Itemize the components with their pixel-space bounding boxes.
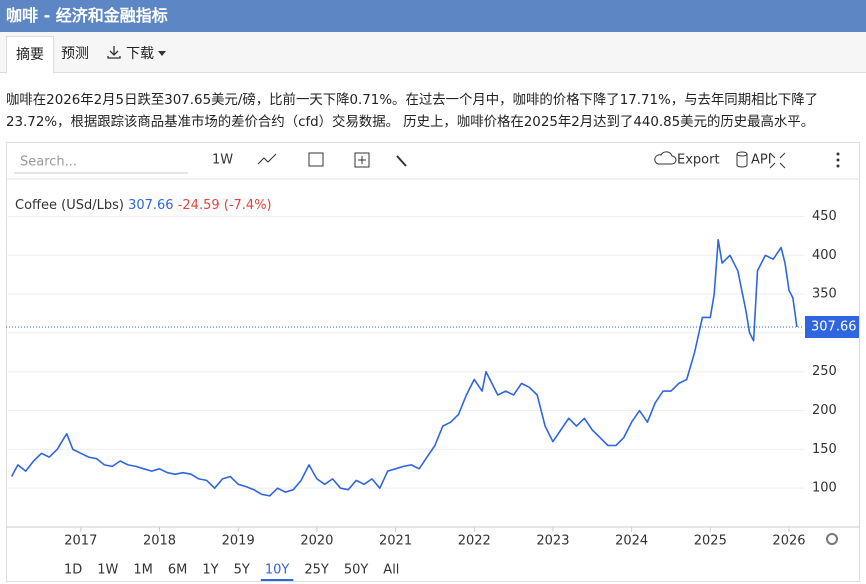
legend-label: Coffee (USd/Lbs)	[15, 198, 124, 213]
last-value-label: 307.66	[811, 319, 857, 334]
description: 咖啡在2026年2月5日跌至307.65美元/磅，比前一天下降0.71%。在过去…	[6, 93, 819, 130]
y-tick-label: 100	[812, 481, 837, 496]
export-button[interactable]: Export	[677, 153, 720, 168]
range-button[interactable]: 50Y	[344, 563, 369, 578]
legend: Coffee (USd/Lbs) 307.66 -24.59 (-7.4%)	[15, 198, 272, 213]
db-icon[interactable]	[736, 151, 748, 157]
range-button[interactable]: 5Y	[234, 563, 250, 578]
range-button[interactable]: 1D	[64, 563, 82, 578]
price-line	[10, 239, 798, 497]
y-tick-label: 250	[812, 364, 837, 379]
download-icon	[107, 46, 121, 59]
x-tick-label: 2019	[222, 534, 255, 549]
range-button[interactable]: 25Y	[304, 563, 329, 578]
x-tick-label: 2025	[694, 534, 727, 549]
x-tick-label: 2023	[536, 534, 569, 549]
y-tick-label: 450	[812, 209, 837, 224]
range-button[interactable]: 1M	[133, 563, 153, 578]
search-placeholder[interactable]: Search...	[20, 155, 77, 170]
line-type-icon[interactable]	[257, 153, 277, 165]
range-button[interactable]: 6M	[168, 563, 188, 578]
y-tick-label: 400	[812, 248, 837, 263]
menu-icon[interactable]	[836, 152, 840, 156]
y-tick-label: 200	[812, 403, 837, 418]
tool-icon[interactable]	[396, 155, 407, 167]
calendar-icon[interactable]	[308, 152, 324, 167]
search-box[interactable]	[12, 150, 188, 176]
x-tick-label: 2020	[300, 534, 333, 549]
x-tick-label: 2017	[64, 534, 97, 549]
add-icon[interactable]	[354, 152, 370, 168]
y-tick-label: 150	[812, 442, 837, 457]
range-button[interactable]: 1W	[97, 563, 118, 578]
x-tick-label: 2021	[379, 534, 412, 549]
caret-icon	[158, 51, 166, 56]
tab-bar: 摘要 预测 下载	[0, 32, 866, 74]
range-button[interactable]: All	[383, 563, 399, 578]
settings-icon[interactable]	[826, 533, 838, 545]
x-tick-label: 2018	[143, 534, 176, 549]
tab[interactable]: 预测	[61, 46, 89, 62]
tab[interactable]: 摘要	[6, 36, 54, 74]
last-value-box	[805, 315, 859, 338]
tab[interactable]: 下载	[126, 46, 154, 62]
chart-panel	[6, 142, 860, 582]
y-tick-label: 350	[812, 287, 837, 302]
header-title: 咖啡 - 经济和金融指标	[0, 0, 866, 32]
legend-value: 307.66	[128, 198, 174, 213]
chart: Search... 1W Export API Coffee (USd/Lbs)…	[6, 150, 860, 581]
interval-button[interactable]: 1W	[212, 153, 233, 168]
x-tick-label: 2026	[772, 534, 805, 549]
x-tick-label: 2024	[615, 534, 648, 549]
cloud-icon[interactable]	[654, 151, 677, 165]
api-button[interactable]: API	[751, 153, 772, 168]
range-button[interactable]: 10Y	[265, 563, 290, 578]
range-button[interactable]: 1Y	[202, 563, 218, 578]
x-tick-label: 2022	[458, 534, 491, 549]
fullscreen-icon[interactable]	[769, 152, 786, 169]
legend-change: -24.59 (-7.4%)	[178, 198, 272, 213]
